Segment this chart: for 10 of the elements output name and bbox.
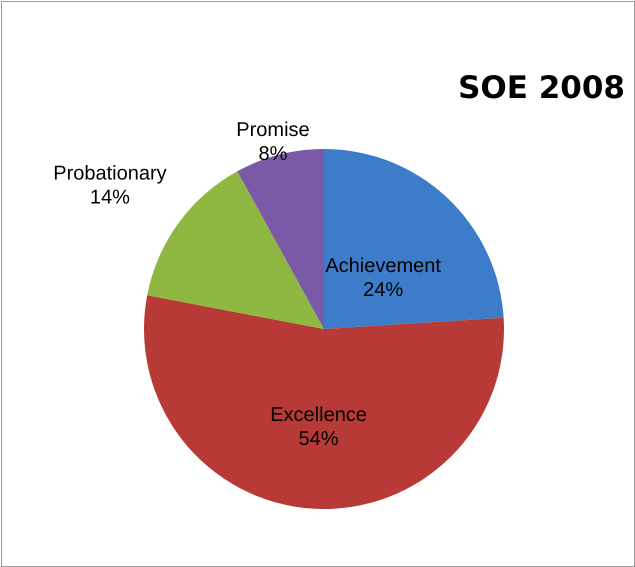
pie-slice [324, 149, 504, 329]
slice-label: Achievement [325, 255, 442, 278]
data-label: 14% [90, 186, 130, 208]
data-label: 24% [363, 279, 404, 302]
pie-slice [144, 295, 504, 509]
slice-label: Probationary [53, 162, 167, 184]
slice-label: Excellence [270, 404, 367, 426]
slice-label: Promise [236, 119, 310, 142]
data-label: 54% [298, 428, 339, 450]
chart-title: SOE 2008 [458, 70, 625, 106]
